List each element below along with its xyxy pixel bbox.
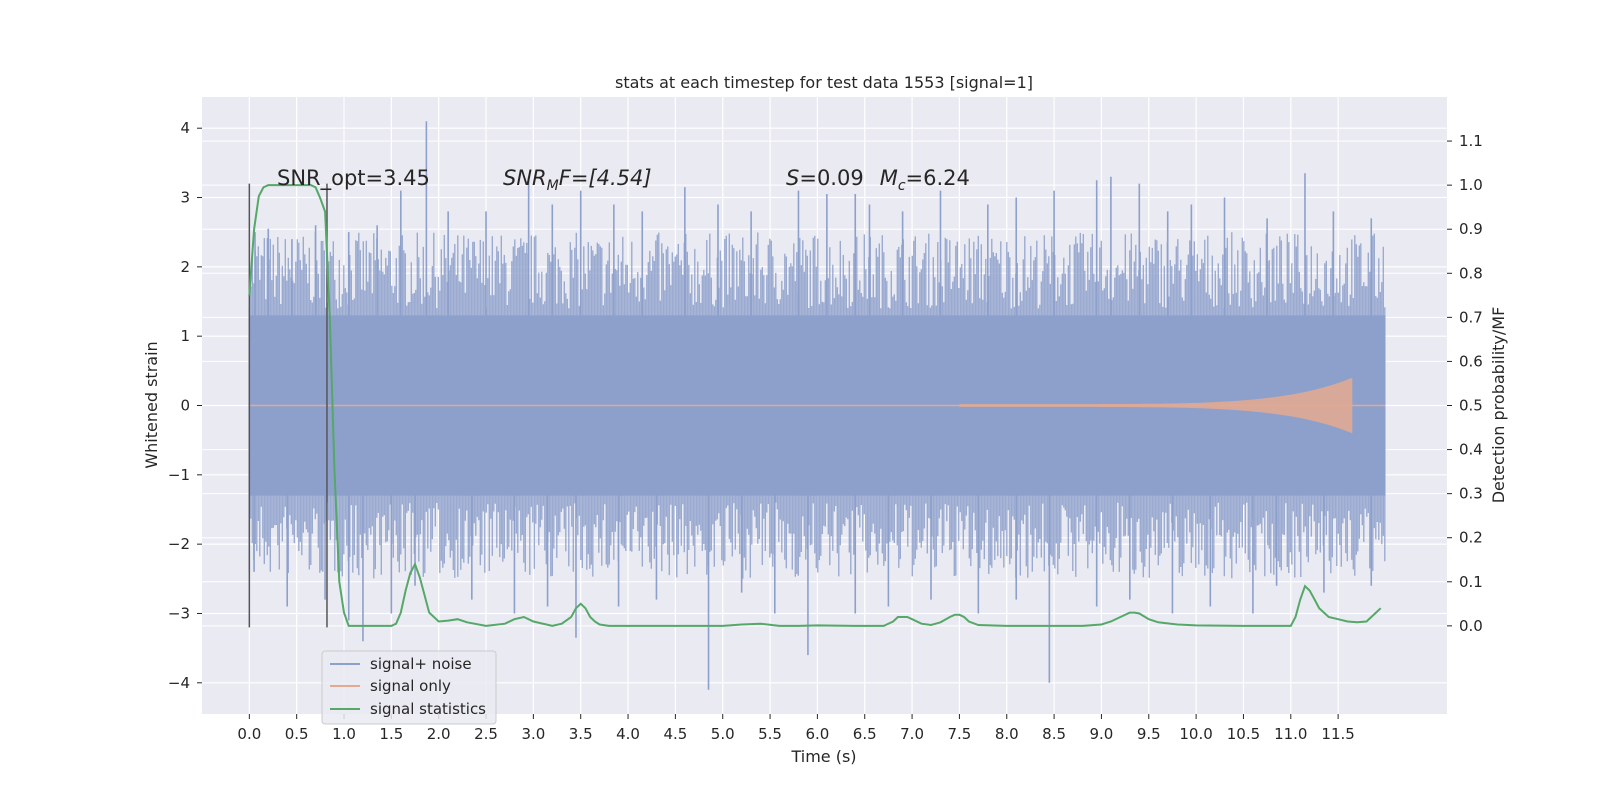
x-tick-label: 2.0 bbox=[427, 725, 451, 743]
y-left-tick-label: 2 bbox=[180, 258, 190, 276]
y-axis-label-right: Detection probability/MF bbox=[1489, 307, 1508, 504]
x-tick-label: 4.0 bbox=[616, 725, 640, 743]
legend: signal+ noise signal only signal statist… bbox=[321, 650, 497, 725]
y-left-tick-label: 3 bbox=[180, 189, 190, 207]
x-tick-label: 8.5 bbox=[1042, 725, 1066, 743]
mc-main: M bbox=[880, 166, 898, 190]
y-right-tick-label: 0.8 bbox=[1459, 264, 1483, 282]
snr-mf-main: SNR bbox=[503, 166, 547, 190]
x-tick-label: 11.0 bbox=[1274, 725, 1307, 743]
y-left-tick-label: 1 bbox=[180, 327, 190, 345]
chart-title: stats at each timestep for test data 155… bbox=[615, 73, 1033, 92]
x-tick-label: 3.0 bbox=[521, 725, 545, 743]
legend-label-signal-noise: signal+ noise bbox=[370, 655, 472, 673]
signal-only-series bbox=[249, 377, 1386, 434]
legend-label-signal-statistics: signal statistics bbox=[370, 700, 486, 718]
annotation-s-mc: S=0.09 Mc=6.24 bbox=[786, 166, 970, 194]
x-tick-label: 6.0 bbox=[805, 725, 829, 743]
x-tick-label: 7.0 bbox=[900, 725, 924, 743]
snr-mf-rest: F=[4.54] bbox=[559, 166, 652, 190]
y-right-tick-label: 0.9 bbox=[1459, 220, 1483, 238]
x-tick-label: 10.0 bbox=[1179, 725, 1212, 743]
y-axis-label-left: Whitened strain bbox=[142, 341, 161, 468]
mc-value: =6.24 bbox=[906, 166, 970, 190]
x-tick-label: 4.5 bbox=[663, 725, 687, 743]
x-tick-label: 0.0 bbox=[237, 725, 261, 743]
x-tick-label: 0.5 bbox=[285, 725, 309, 743]
signal-statistics-series bbox=[248, 184, 1382, 627]
x-tick-label: 5.5 bbox=[758, 725, 782, 743]
y-right-tick-label: 1.0 bbox=[1459, 176, 1483, 194]
y-right-tick-label: 0.2 bbox=[1459, 529, 1483, 547]
y-right-tick-label: 0.4 bbox=[1459, 441, 1483, 459]
y-right-tick-label: 0.5 bbox=[1459, 397, 1483, 415]
s-value: =0.09 bbox=[799, 166, 863, 190]
y-right-tick-label: 0.7 bbox=[1459, 308, 1483, 326]
x-tick-label: 1.0 bbox=[332, 725, 356, 743]
x-tick-label: 9.5 bbox=[1137, 725, 1161, 743]
mc-sub: c bbox=[898, 178, 906, 194]
y-right-tick-label: 0.3 bbox=[1459, 485, 1483, 503]
y-left-tick-label: −2 bbox=[168, 535, 190, 553]
y-right-tick-label: 0.1 bbox=[1459, 573, 1483, 591]
y-right-tick-label: 0.6 bbox=[1459, 352, 1483, 370]
y-left-tick-label: 0 bbox=[180, 397, 190, 415]
x-tick-label: 2.5 bbox=[474, 725, 498, 743]
y-left-tick-label: −1 bbox=[168, 466, 190, 484]
s-label: S bbox=[786, 166, 799, 190]
snr-mf-sub: M bbox=[547, 178, 559, 194]
x-tick-label: 1.5 bbox=[379, 725, 403, 743]
y-right-tick-label: 0.0 bbox=[1459, 617, 1483, 635]
annotation-snr-opt: SNR_opt=3.45 bbox=[277, 166, 430, 191]
x-axis-label: Time (s) bbox=[790, 747, 856, 766]
signal-statistics-line bbox=[248, 184, 1382, 627]
x-tick-label: 3.5 bbox=[569, 725, 593, 743]
legend-box bbox=[321, 650, 497, 725]
x-tick-label: 5.0 bbox=[711, 725, 735, 743]
x-tick-label: 11.5 bbox=[1321, 725, 1354, 743]
annotation-snr-mf: SNRMF=[4.54] bbox=[503, 166, 652, 194]
x-tick-label: 9.0 bbox=[1090, 725, 1114, 743]
legend-label-signal-only: signal only bbox=[370, 677, 451, 695]
x-tick-label: 7.5 bbox=[947, 725, 971, 743]
x-tick-label: 6.5 bbox=[853, 725, 877, 743]
x-tick-label: 8.0 bbox=[995, 725, 1019, 743]
y-left-tick-label: −3 bbox=[168, 604, 190, 622]
y-left-tick-label: 4 bbox=[180, 119, 190, 137]
y-right-tick-label: 1.1 bbox=[1459, 132, 1483, 150]
x-tick-label: 10.5 bbox=[1227, 725, 1260, 743]
y-left-tick-label: −4 bbox=[168, 674, 190, 692]
